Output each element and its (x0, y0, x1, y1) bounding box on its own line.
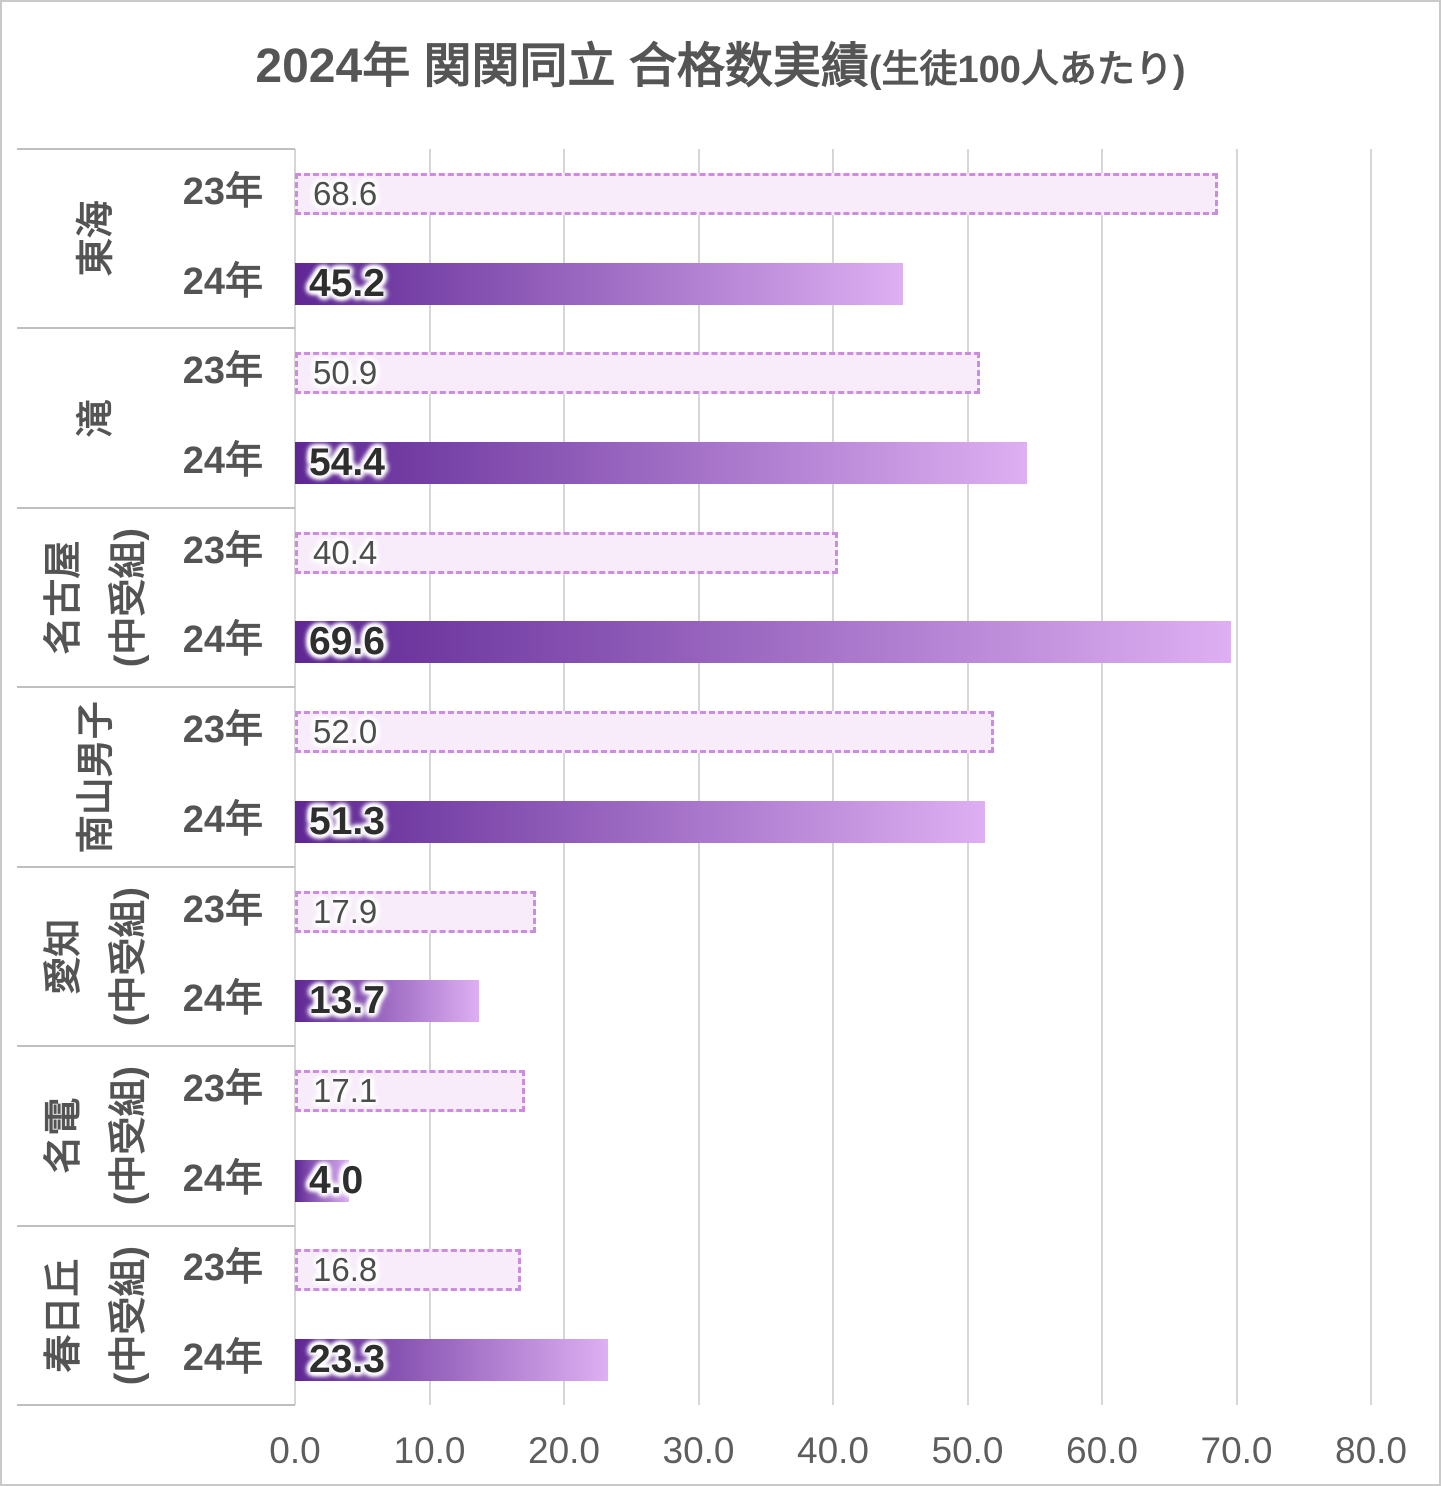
bar-current-year (295, 1339, 609, 1382)
year-label: 23年 (182, 1247, 263, 1290)
category-label: 東海 (75, 200, 118, 277)
bar-current-year (295, 800, 985, 843)
gridline (1370, 149, 1372, 1405)
bar-value-label: 13.7 (309, 979, 385, 1023)
x-tick-label: 80.0 (1334, 1430, 1408, 1471)
bar-current-year (295, 262, 903, 305)
category-label: 愛知 (中受組) (43, 886, 150, 1027)
category-label-wrap: 滝 (17, 328, 177, 507)
bar-prev-year (295, 1249, 521, 1292)
year-label: 24年 (182, 260, 263, 303)
category-separator-line (17, 327, 295, 330)
bar-value-label: 17.1 (313, 1072, 378, 1109)
category-separator-line (17, 1224, 295, 1227)
bar-prev-year (295, 711, 995, 754)
bar-value-label: 50.9 (313, 354, 378, 392)
category-label-wrap: 南山男子 (17, 687, 177, 866)
year-label: 24年 (182, 619, 263, 662)
bar-value-label: 45.2 (309, 261, 385, 305)
year-label: 23年 (182, 350, 263, 393)
category-label-wrap: 愛知 (中受組) (17, 867, 177, 1046)
bar-current-year (295, 621, 1232, 664)
bar-prev-year (295, 531, 839, 574)
category-label: 春日丘 (中受組) (43, 1245, 150, 1385)
category-label: 南山男子 (75, 700, 118, 853)
x-tick-label: 30.0 (662, 1430, 735, 1471)
x-tick-label: 60.0 (1065, 1430, 1139, 1471)
gridline (1101, 149, 1103, 1405)
chart-title-suffix: (生徒100人あたり) (868, 49, 1186, 91)
bar-value-label: 4.0 (309, 1158, 364, 1202)
year-label: 24年 (182, 1157, 263, 1200)
x-tick-label: 0.0 (269, 1430, 321, 1471)
gridline (966, 149, 969, 1405)
gridline (1235, 149, 1238, 1405)
chart-title-main: 2024年 関関同立 合格数実績 (255, 40, 869, 93)
bar-value-label: 69.6 (309, 620, 385, 664)
bar-prev-year (295, 890, 536, 933)
bar-current-year (295, 1159, 349, 1202)
gridline (832, 149, 834, 1405)
x-tick-label: 10.0 (393, 1430, 466, 1471)
bar-value-label: 54.4 (309, 441, 385, 484)
bar-value-label: 17.9 (313, 892, 378, 930)
year-label: 24年 (182, 798, 263, 841)
year-label: 23年 (182, 170, 263, 213)
category-label: 名古屋 (中受組) (43, 527, 150, 668)
bar-prev-year (295, 352, 980, 395)
bar-current-year (295, 980, 480, 1023)
category-separator-line (17, 865, 295, 868)
year-label: 23年 (182, 709, 263, 752)
gridline (294, 149, 296, 1405)
category-separator-line (17, 1045, 295, 1048)
bar-value-label: 40.4 (313, 533, 378, 571)
bar-value-label: 68.6 (313, 174, 378, 212)
bar-value-label: 23.3 (309, 1338, 385, 1382)
year-label: 24年 (182, 978, 263, 1021)
category-label-wrap: 名古屋 (中受組) (17, 508, 177, 687)
year-label: 24年 (182, 1337, 263, 1380)
category-separator-line (17, 686, 295, 689)
category-separator-line (17, 506, 295, 509)
x-tick-label: 40.0 (796, 1430, 870, 1471)
category-separator-line (17, 1404, 295, 1406)
category-label: 滝 (75, 399, 118, 438)
chart-title: 2024年 関関同立 合格数実績(生徒100人あたり) (2, 38, 1439, 96)
category-label-wrap: 名電 (中受組) (17, 1046, 177, 1225)
category-label: 名電 (中受組) (43, 1066, 150, 1206)
gridline (428, 149, 431, 1405)
year-label: 24年 (182, 440, 263, 482)
category-label-wrap: 東海 (17, 149, 177, 328)
bar-value-label: 51.3 (309, 799, 385, 843)
year-label: 23年 (182, 1068, 263, 1110)
year-label: 23年 (182, 529, 263, 572)
gridline (697, 149, 700, 1405)
x-tick-label: 20.0 (527, 1430, 601, 1471)
bar-prev-year (295, 1070, 525, 1112)
plot-area: 68.6 45.2 50.9 54.4 40.4 69.6 52.0 51.3 17.9 13.7… (294, 149, 1372, 1405)
year-label: 23年 (182, 888, 263, 931)
bar-value-label: 16.8 (313, 1251, 378, 1289)
bar-prev-year (295, 172, 1218, 215)
category-separator-line (17, 148, 295, 150)
x-tick-label: 50.0 (931, 1430, 1004, 1471)
bar-value-label: 52.0 (313, 713, 378, 751)
bar-current-year (295, 442, 1027, 484)
category-label-wrap: 春日丘 (中受組) (17, 1226, 177, 1405)
gridline (563, 149, 565, 1405)
x-tick-label: 70.0 (1200, 1430, 1273, 1471)
